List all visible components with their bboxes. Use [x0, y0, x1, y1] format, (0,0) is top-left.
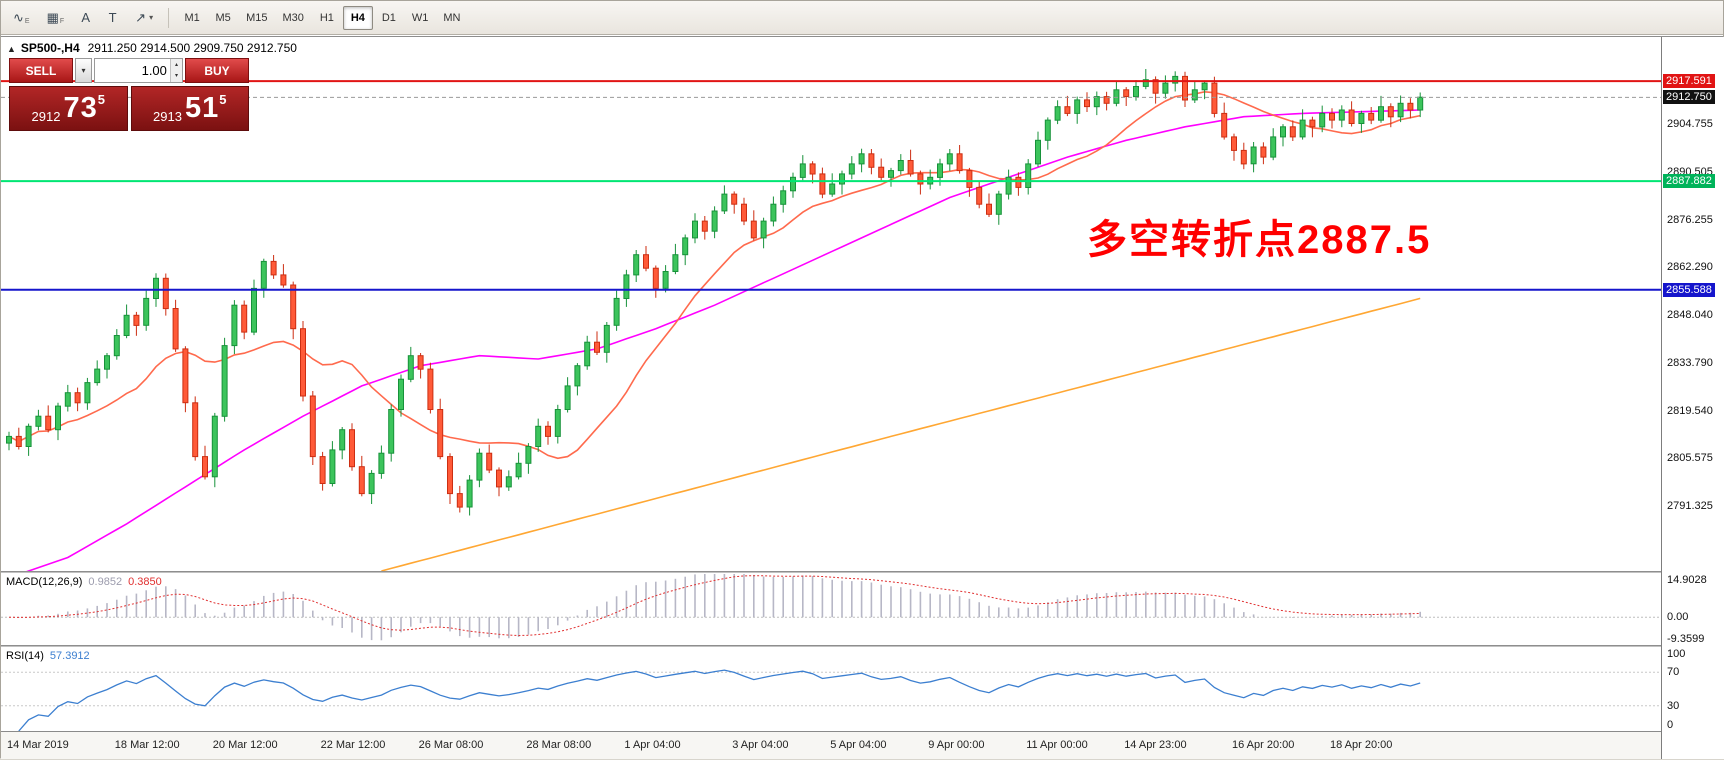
timeframe-h4[interactable]: H4 [342, 5, 373, 30]
grid-icon[interactable]: ▦ F [40, 6, 74, 30]
price-axis-label: 2876.255 [1667, 214, 1713, 227]
timeframe-h1[interactable]: H1 [312, 6, 342, 30]
sell-button[interactable]: SELL [9, 58, 73, 83]
macd-pane[interactable] [1, 573, 1661, 645]
macd-signal-value: 0.3850 [128, 576, 162, 588]
buy-price-box[interactable]: 2913 51 5 [130, 86, 249, 131]
price-axis-label: 2805.575 [1667, 452, 1713, 465]
time-axis-label: 1 Apr 04:00 [624, 739, 681, 751]
chevron-down-icon: ▾ [149, 13, 154, 22]
pane-splitter[interactable] [1, 645, 1724, 647]
time-axis-label: 28 Mar 08:00 [526, 739, 592, 751]
rsi-axis-label: 100 [1667, 648, 1686, 660]
rsi-value: 57.3912 [49, 650, 90, 662]
time-axis-label: 5 Apr 04:00 [830, 739, 887, 751]
collapse-trade-panel-icon[interactable]: ▲ [7, 44, 16, 54]
time-axis-label: 11 Apr 00:00 [1026, 739, 1088, 751]
toolbar-separator [168, 7, 170, 28]
timeframe-d1[interactable]: D1 [374, 6, 404, 30]
chart-top-border [1, 36, 1723, 37]
volume-input[interactable] [95, 59, 170, 82]
timeframe-mn[interactable]: MN [436, 6, 467, 30]
price-line-badge: 2887.882 [1663, 174, 1715, 189]
chart-ohlc-header: ▲ SP500-,H4 2911.250 2914.500 2909.750 291… [7, 41, 297, 55]
timeframe-w1[interactable]: W1 [405, 6, 436, 30]
price-axis-label: 2819.540 [1667, 405, 1713, 418]
timeframe-m15[interactable]: M15 [239, 6, 274, 30]
time-axis-label: 16 Apr 20:00 [1232, 739, 1295, 751]
volume-down-button[interactable]: ▾ [170, 70, 182, 82]
rsi-axis-label: 70 [1667, 666, 1680, 679]
price-line-badge: 2855.588 [1663, 282, 1715, 297]
time-axis-label: 22 Mar 12:00 [320, 739, 386, 751]
price-axis-label: 2862.290 [1667, 261, 1713, 274]
price-chart[interactable] [1, 37, 1661, 571]
toolbar: ∿ E ▦ F A T ↗ ▾ M1 M5 M15 M30 H1 [1, 1, 1723, 35]
price-axis-label: 2791.325 [1667, 499, 1713, 512]
time-axis[interactable]: 14 Mar 2019 18 Mar 12:00 20 Mar 12:00 22 Ma… [1, 732, 1661, 760]
buy-price-prefix: 2913 [153, 109, 182, 124]
sell-price-prefix: 2912 [31, 109, 61, 124]
text-label-icon[interactable]: T [101, 6, 127, 30]
volume-up-button[interactable]: ▴ [170, 59, 182, 71]
macd-axis-label: -9.3599 [1667, 633, 1705, 645]
indicator-icon[interactable]: ∿ E [6, 6, 39, 30]
symbol-title: SP500-,H4 [20, 41, 80, 55]
time-axis-label: 9 Apr 00:00 [928, 739, 985, 751]
trade-panel-quotes: 2912 73 5 2913 51 5 [9, 86, 249, 131]
toolbar-tools: ∿ E ▦ F A T ↗ ▾ [6, 6, 160, 30]
timeframe-m1[interactable]: M1 [177, 6, 207, 30]
time-axis-label: 18 Mar 12:00 [114, 739, 180, 751]
trade-panel-controls: SELL ▾ ▴ ▾ BUY [9, 58, 249, 83]
macd-label: MACD(12,26,9) 0.9852 0.3850 [6, 576, 162, 588]
macd-axis-label: 0.00 [1667, 611, 1689, 624]
sell-price-box[interactable]: 2912 73 5 [9, 86, 128, 131]
timeframe-buttons: M1 M5 M15 M30 H1 H4 D1 W1 MN [177, 5, 467, 30]
macd-main-value: 0.9852 [88, 576, 123, 588]
volume-field: ▴ ▾ [94, 58, 183, 83]
buy-price-sup: 5 [219, 92, 227, 107]
rsi-label: RSI(14) 57.3912 [6, 650, 90, 662]
time-axis-strip: 14 Mar 2019 18 Mar 12:00 20 Mar 12:00 22 Ma… [1, 731, 1724, 759]
rsi-axis-label: 30 [1667, 699, 1680, 712]
time-axis-label: 14 Mar 2019 [7, 739, 69, 751]
time-axis-label: 14 Apr 23:00 [1124, 739, 1187, 751]
buy-button[interactable]: BUY [185, 58, 249, 83]
timeframe-m5[interactable]: M5 [208, 6, 238, 30]
price-line-badge: 2912.750 [1663, 90, 1715, 105]
price-axis-label: 2848.040 [1667, 309, 1713, 322]
macd-axis-label: 14.9028 [1667, 574, 1707, 586]
rsi-axis-label: 0 [1667, 719, 1674, 731]
sell-price-big: 73 [63, 92, 98, 124]
timeframe-m30[interactable]: M30 [275, 6, 310, 30]
sell-price-sup: 5 [97, 92, 105, 107]
price-axis[interactable]: 2904.755 2890.505 2876.255 2862.290 2848.040… [1661, 37, 1724, 759]
time-axis-label: 18 Apr 20:00 [1330, 739, 1393, 751]
font-tool-icon[interactable]: A [74, 6, 100, 30]
volume-spinner: ▴ ▾ [169, 59, 182, 82]
price-line-badge: 2917.591 [1663, 74, 1715, 89]
rsi-pane[interactable] [1, 647, 1661, 731]
time-axis-label: 26 Mar 08:00 [418, 739, 484, 751]
ohlc-values: 2911.250 2914.500 2909.750 2912.750 [87, 41, 297, 55]
chart-annotation[interactable]: 多空转折点2887.5 [1087, 218, 1432, 262]
volume-dropdown-button[interactable]: ▾ [75, 58, 92, 83]
time-axis-label: 3 Apr 04:00 [732, 739, 789, 751]
price-axis-label: 2833.790 [1667, 357, 1713, 370]
price-axis-label: 2904.755 [1667, 118, 1713, 131]
buy-price-big: 51 [184, 92, 220, 124]
chevron-down-icon: ▾ [81, 66, 86, 75]
one-click-trading-panel: SELL ▾ ▴ ▾ BUY 2912 73 5 2913 51 5 [9, 58, 249, 131]
line-studies-icon[interactable]: ↗ ▾ [128, 6, 160, 30]
pane-splitter[interactable] [1, 571, 1724, 573]
time-axis-label: 20 Mar 12:00 [212, 739, 278, 751]
